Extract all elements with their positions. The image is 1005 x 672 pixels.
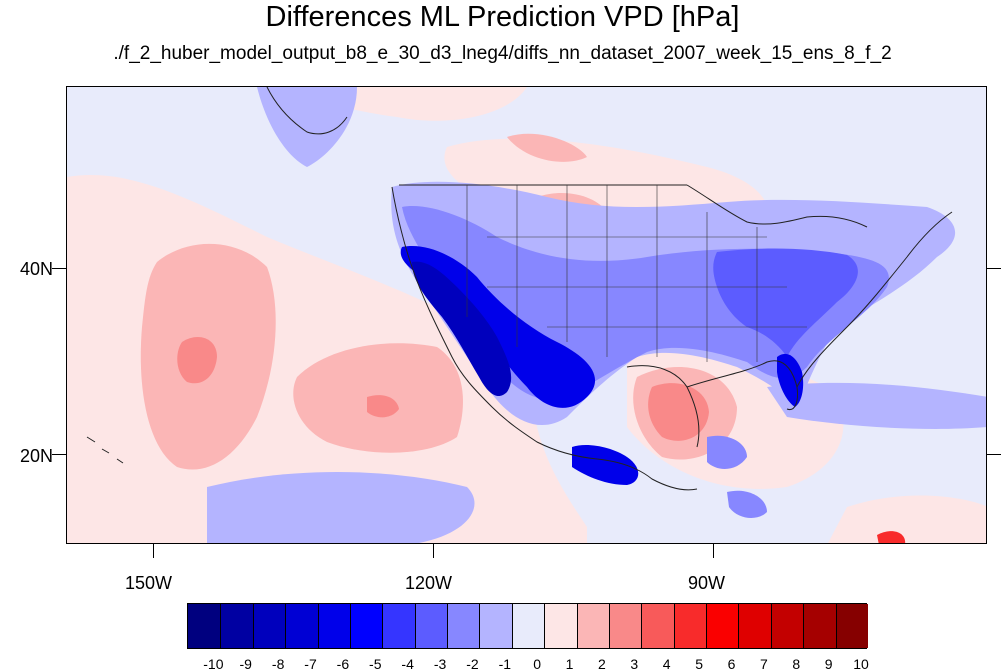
atlantic-pink xyxy=(507,133,587,162)
east-coast-blue-strong xyxy=(713,248,858,357)
colorbar-tick-label: 5 xyxy=(695,656,703,672)
north-america-coastline xyxy=(391,186,953,491)
colorbar-swatch xyxy=(382,604,415,648)
alaska-coast xyxy=(266,87,348,135)
colorbar-swatch xyxy=(576,604,609,648)
lon-label-120w: 120W xyxy=(405,573,453,593)
lon-label-150w: 150W xyxy=(125,573,173,593)
tick-120w xyxy=(433,544,434,558)
map-title: Differences ML Prediction VPD [hPa] xyxy=(265,1,740,33)
colorbar-swatch xyxy=(544,604,577,648)
colorbar-swatch xyxy=(479,604,512,648)
south-pacific-blue-light xyxy=(207,472,475,543)
tick-40n-right xyxy=(987,268,1001,269)
vpd-difference-field xyxy=(67,87,986,543)
colorbar-tick-label: 6 xyxy=(727,656,736,672)
colorbar-swatch xyxy=(835,604,868,648)
colorbar-swatch xyxy=(252,604,286,648)
mexico-blue-deep xyxy=(572,445,639,485)
colorbar-tick-label: -2 xyxy=(466,656,479,672)
colorbar-tick-label: 8 xyxy=(792,656,801,672)
tick-40n-left xyxy=(52,268,66,269)
colorbar-swatch xyxy=(770,604,804,648)
colorbar-swatch xyxy=(738,604,771,648)
lat-label-20n: 20N xyxy=(20,446,54,466)
north-atlantic-blue-light xyxy=(767,382,986,429)
gulf-core xyxy=(648,383,709,441)
colorbar-tick-label: 2 xyxy=(598,656,606,672)
colorbar-swatch xyxy=(803,604,836,648)
colorbar-tick-label: 0 xyxy=(533,656,542,672)
colorbar-swatch xyxy=(447,604,480,648)
colorbar-swatch xyxy=(349,604,383,648)
colorbar-tick-label: -6 xyxy=(336,656,350,672)
colorbar-tick-label: -1 xyxy=(498,656,512,672)
colorbar-swatch xyxy=(285,604,318,648)
caribbean-red-strong xyxy=(877,531,905,543)
colorbar-swatch xyxy=(220,604,253,648)
colorbar-swatch xyxy=(641,604,674,648)
central-america-blue-medium xyxy=(707,435,747,469)
tick-150w xyxy=(153,544,154,558)
southeast-light-red xyxy=(828,495,986,543)
colorbar-swatch xyxy=(317,604,350,648)
lon-label-90w: 90W xyxy=(688,573,726,593)
colorbar-tick-label: -4 xyxy=(401,656,414,672)
colorbar-swatch xyxy=(414,604,448,648)
colorbar-swatch xyxy=(511,604,545,648)
colorbar-tick-label: 10 xyxy=(853,656,869,672)
tick-20n-left xyxy=(52,454,66,455)
colorbar-swatch xyxy=(608,604,642,648)
caribbean-blue-medium xyxy=(727,490,767,519)
tick-20n-right xyxy=(987,454,1001,455)
colorbar-swatch xyxy=(706,604,739,648)
florida-blue-deep xyxy=(777,353,804,407)
colorbar-tick-label: 4 xyxy=(662,656,671,672)
colorbar-tick-label: 3 xyxy=(630,656,639,672)
colorbar-tick-label: -10 xyxy=(203,656,224,672)
colorbar-tick-label: 9 xyxy=(824,656,833,672)
alaska-blue-light xyxy=(257,87,357,167)
lat-label-40n: 40N xyxy=(20,259,54,279)
hawaii-coast xyxy=(86,436,124,464)
colorbar-swatch xyxy=(673,604,707,648)
colorbar-swatch xyxy=(188,604,221,648)
colorbar-tick-label: -3 xyxy=(433,656,447,672)
us-border-north xyxy=(399,184,868,228)
pacific-central-core xyxy=(367,395,399,418)
map-subtitle: ./f_2_huber_model_output_b8_e_30_d3_lneg… xyxy=(113,43,892,64)
colorbar-tick-label: -8 xyxy=(271,656,285,672)
state-lines xyxy=(466,185,807,362)
colorbar-tick-label: 7 xyxy=(759,656,768,672)
colorbar-tick-label: -9 xyxy=(239,656,252,672)
map-panel xyxy=(66,86,987,544)
pacific-high-core xyxy=(177,337,217,384)
colorbar-tick-label: 1 xyxy=(565,656,574,672)
tick-90w xyxy=(713,544,714,558)
colorbar-tick-label: -7 xyxy=(304,656,317,672)
colorbar xyxy=(187,603,868,649)
colorbar-tick-label: -5 xyxy=(369,656,382,672)
california-darkest xyxy=(412,261,512,397)
